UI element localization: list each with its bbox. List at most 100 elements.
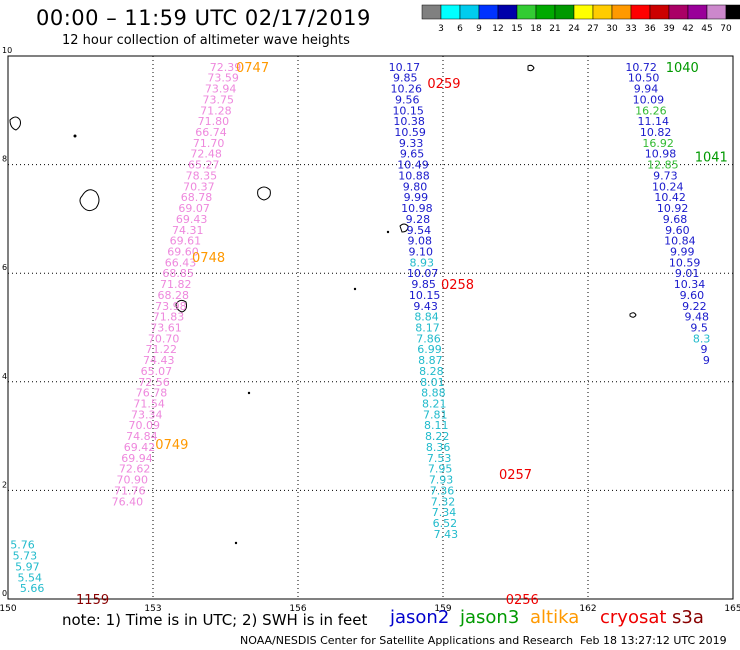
wave-height-value-jason3: 9.22 xyxy=(682,300,707,313)
wave-height-value-jason3: 10.09 xyxy=(633,93,665,106)
wave-height-value-altika: 71.83 xyxy=(153,311,185,324)
time-labels: 0747 0748 0749 0259 0258 0257 0256 1040 1041 1159 xyxy=(76,61,728,608)
wave-height-values: 72.3973.5973.9473.7571.2871.8066.7471.70… xyxy=(10,61,710,595)
wave-height-value-jason2: 10.17 xyxy=(389,61,421,74)
wave-height-value-altika: 66.74 xyxy=(195,126,227,139)
colorbar-tick-label: 27 xyxy=(587,24,598,34)
wave-height-value-altika: 65.27 xyxy=(188,159,220,172)
x-tick-label: 150 xyxy=(0,604,17,614)
wave-height-value-altika: 70.90 xyxy=(116,474,148,487)
wave-height-value-s3a: 5.97 xyxy=(15,560,40,573)
plot-frame xyxy=(7,55,734,600)
wave-height-value-altika: 71.22 xyxy=(145,343,177,356)
wave-height-value-altika: 71.82 xyxy=(160,278,192,291)
y-tick-label: 4 xyxy=(2,372,7,381)
time-label-jason2: 0257 xyxy=(499,468,532,483)
colorbar-tick-label: 33 xyxy=(625,24,636,34)
wave-height-value-jason2: 8.21 xyxy=(422,398,447,411)
colorbar-swatch xyxy=(554,4,575,20)
colorbar-swatch xyxy=(478,4,499,20)
legend-cryosat: cryosat xyxy=(600,607,667,628)
wave-height-value-altika: 73.75 xyxy=(203,93,235,106)
y-tick-label: 8 xyxy=(2,155,7,164)
wave-height-value-jason3: 9.60 xyxy=(665,224,690,237)
grid-lines xyxy=(8,56,733,599)
colorbar-tick-label: 42 xyxy=(682,24,693,34)
colorbar-swatch xyxy=(440,4,461,20)
colorbar-swatch xyxy=(516,4,537,20)
colorbar-tick-label: 12 xyxy=(492,24,503,34)
wave-height-value-jason3: 9.60 xyxy=(680,289,705,302)
colorbar-swatch xyxy=(592,4,613,20)
wave-height-value-jason2: 8.11 xyxy=(424,419,449,432)
legend-altika: altika xyxy=(530,607,580,628)
wave-height-value-jason2: 9.43 xyxy=(413,300,438,313)
wave-height-value-altika: 73.59 xyxy=(207,72,239,85)
wave-height-value-altika: 72.48 xyxy=(190,148,222,161)
wave-height-value-jason3: 9.48 xyxy=(685,311,710,324)
wave-height-value-jason2: 7.36 xyxy=(430,484,455,497)
colorbar-swatch xyxy=(535,4,556,20)
wave-height-value-jason2: 10.07 xyxy=(407,267,439,280)
wave-height-value-altika: 73.98 xyxy=(155,300,187,313)
credit-line: NOAA/NESDIS Center for Satellite Applica… xyxy=(240,634,574,647)
wave-height-value-jason3: 16.92 xyxy=(642,137,674,150)
wave-height-value-jason2: 10.26 xyxy=(391,83,423,96)
wave-height-value-jason3: 10.34 xyxy=(674,278,706,291)
legend-jason2: jason2 xyxy=(390,607,450,628)
wave-height-value-jason3: 10.84 xyxy=(664,235,696,248)
wave-height-value-jason3: 10.72 xyxy=(625,61,657,74)
time-label-jason2: 0258 xyxy=(441,278,474,293)
colorbar-tick-label: 9 xyxy=(476,24,482,34)
colorbar-tick-label: 15 xyxy=(511,24,522,34)
colorbar-swatch xyxy=(611,4,632,20)
wave-height-value-jason2: 6.99 xyxy=(417,343,442,356)
colorbar-tick-label: 30 xyxy=(606,24,618,34)
wave-height-value-altika: 69.43 xyxy=(176,213,208,226)
wave-height-value-altika: 69.07 xyxy=(178,202,210,215)
y-tick-label: 2 xyxy=(2,480,7,489)
wave-height-value-jason3: 9.73 xyxy=(653,169,678,182)
wave-height-value-jason2: 8.88 xyxy=(421,387,446,400)
wave-height-value-jason3: 9.5 xyxy=(690,322,708,335)
colorbar-tick-label: 39 xyxy=(663,24,675,34)
wave-height-value-altika: 71.80 xyxy=(198,115,230,128)
wave-height-value-altika: 73.61 xyxy=(150,322,182,335)
wave-height-value-jason2: 7.95 xyxy=(428,463,453,476)
wave-height-value-jason3: 11.14 xyxy=(638,115,670,128)
wave-height-value-jason3: 10.42 xyxy=(654,191,686,204)
coastline-islands xyxy=(9,64,637,545)
colorbar-swatch xyxy=(630,4,651,20)
wave-height-value-altika: 74.31 xyxy=(172,224,204,237)
wave-height-value-jason2: 10.88 xyxy=(398,169,430,182)
colorbar-swatch xyxy=(459,4,480,20)
time-label-jason3: 1040 xyxy=(666,61,699,76)
wave-height-value-jason2: 9.99 xyxy=(404,191,429,204)
colorbar-tick-label: 70 xyxy=(720,24,732,34)
wave-height-value-jason2: 9.33 xyxy=(399,137,424,150)
wave-height-value-altika: 70.70 xyxy=(148,332,180,345)
wave-height-value-altika: 73.94 xyxy=(205,83,237,96)
x-tick-label: 162 xyxy=(579,604,596,614)
wave-height-value-altika: 69.60 xyxy=(167,245,199,258)
x-tick-label: 159 xyxy=(434,604,451,614)
time-label-jason3: 1041 xyxy=(695,150,728,165)
wave-height-value-s3a: 5.73 xyxy=(13,550,38,563)
wave-height-value-jason2: 7.32 xyxy=(431,495,456,508)
x-tick-label: 156 xyxy=(289,604,306,614)
wave-height-value-altika: 71.76 xyxy=(114,484,146,497)
y-tick-label: 10 xyxy=(2,46,12,55)
axis-labels: 150 153 156 159 162 165 0 2 4 6 8 10 xyxy=(0,46,740,614)
time-label-altika: 0747 xyxy=(236,61,269,76)
footer-note: note: 1) Time is in UTC; 2) SWH is in fe… xyxy=(62,611,368,629)
wave-height-value-jason2: 10.38 xyxy=(393,115,425,128)
wave-height-value-altika: 69.61 xyxy=(170,235,202,248)
wave-height-value-jason2: 7.86 xyxy=(416,332,441,345)
wave-height-value-altika: 72.62 xyxy=(119,463,151,476)
wave-height-value-jason2: 10.15 xyxy=(409,289,441,302)
wave-height-value-jason3: 12.85 xyxy=(647,159,679,172)
wave-height-value-altika: 78.35 xyxy=(186,169,218,182)
wave-height-value-jason2: 9.56 xyxy=(395,93,420,106)
wave-height-value-jason2: 9.80 xyxy=(403,180,428,193)
